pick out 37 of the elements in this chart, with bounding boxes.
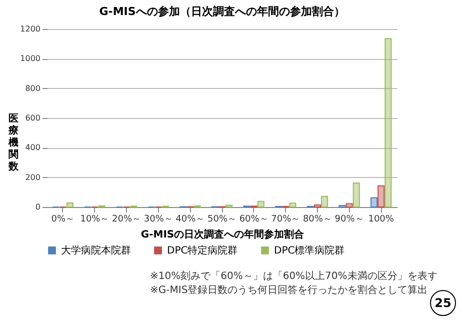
bar	[384, 38, 392, 208]
bar	[257, 200, 264, 208]
chart-title: G-MISへの参加（日次調査への年間の参加割合）	[99, 5, 345, 18]
x-tick-label: 60%～	[239, 214, 268, 224]
bar	[289, 202, 296, 208]
text: 25	[430, 290, 456, 316]
bar	[66, 202, 74, 208]
legend-label: DPC特定病院群	[167, 244, 238, 256]
x-tick-label: 80%～	[302, 214, 332, 224]
x-tick-label: 100%	[368, 214, 394, 224]
legend-label: DPC標準病院群	[274, 244, 345, 256]
x-tick-label: 50%～	[207, 214, 237, 224]
y-tick-label: 0	[35, 202, 40, 212]
bar	[346, 203, 353, 208]
x-tick-label: 40%～	[176, 214, 205, 224]
bar	[378, 185, 385, 208]
y-tick-label: 200	[25, 172, 40, 182]
legend-label: 大学病院本院群	[61, 244, 131, 256]
x-axis-title: G-MISの日次調査への年間参加割合	[140, 228, 306, 240]
x-tick-label: 30%～	[144, 214, 173, 224]
x-tick-label: 70%～	[271, 214, 300, 224]
bar	[370, 197, 378, 208]
x-tick-label: 20%～	[112, 214, 142, 224]
y-tick-label: 1200	[20, 24, 40, 34]
y-axis-title: 医療機関数	[8, 112, 20, 172]
x-tick-label: 90%～	[334, 214, 364, 224]
bar	[314, 204, 321, 208]
bar	[352, 182, 360, 208]
x-tick-label: 0%～	[51, 214, 75, 224]
y-tick-label: 600	[25, 114, 40, 122]
y-tick-label: 400	[25, 143, 40, 152]
x-tick-label: 10%～	[80, 214, 110, 224]
text: ※10%刻みで「60%～」は「60%以上70%未満の区分」を表す	[150, 270, 438, 284]
bar	[321, 196, 328, 208]
y-tick-label: 1000	[20, 54, 40, 64]
y-tick-label: 800	[25, 84, 40, 93]
text: ※G-MIS登録日数のうち何日回答を行ったかを割合として算出	[150, 285, 428, 296]
